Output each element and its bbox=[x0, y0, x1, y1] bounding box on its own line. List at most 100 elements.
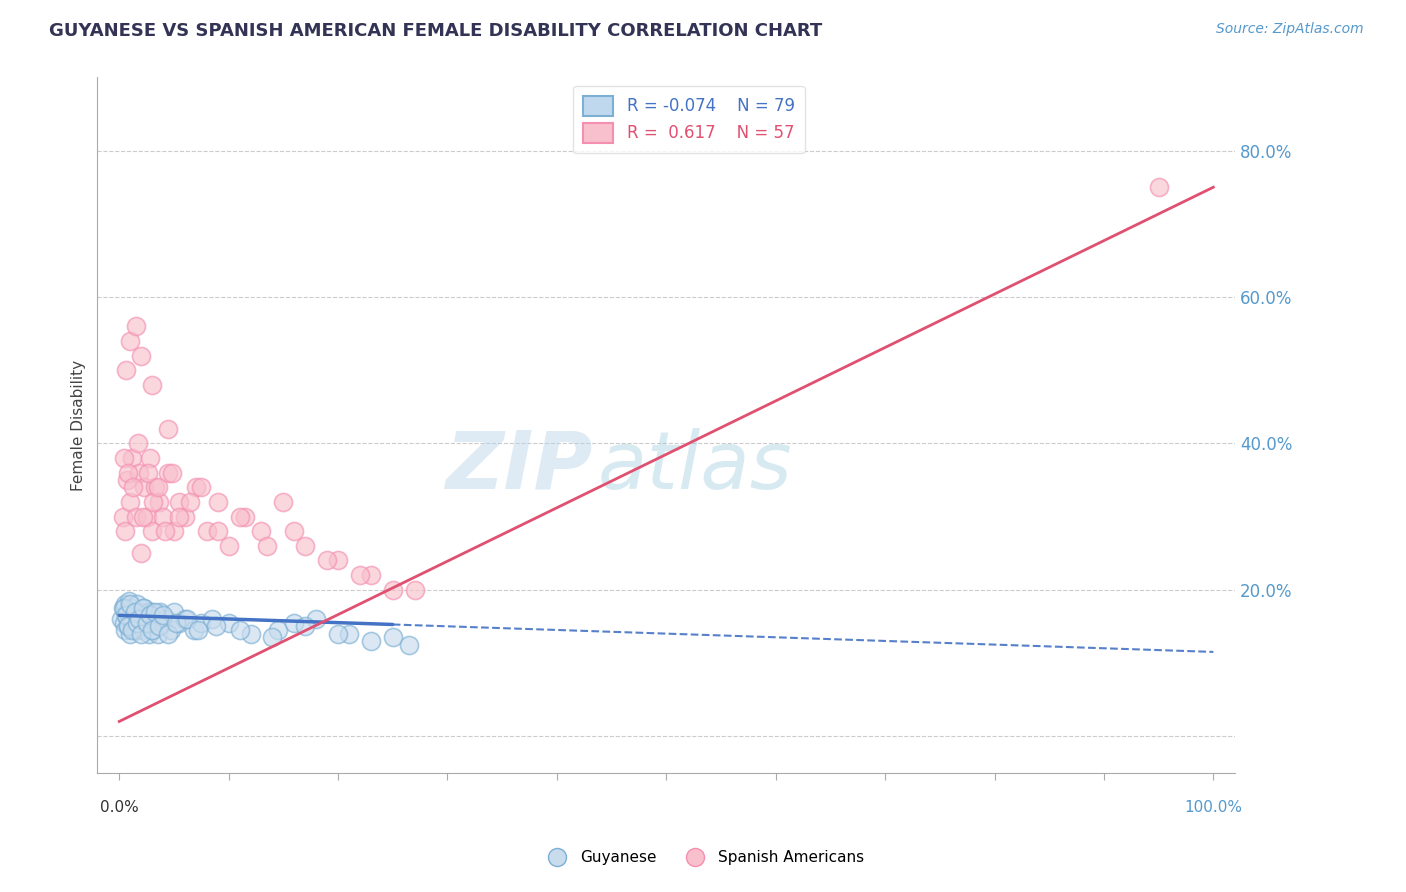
Point bbox=[294, 539, 316, 553]
Point bbox=[141, 605, 163, 619]
Point bbox=[138, 626, 160, 640]
Point bbox=[135, 615, 157, 630]
Point bbox=[283, 524, 305, 538]
Point bbox=[124, 605, 146, 619]
Point bbox=[148, 495, 170, 509]
Point bbox=[256, 539, 278, 553]
Point bbox=[143, 615, 166, 630]
Point bbox=[141, 524, 163, 538]
Point bbox=[135, 509, 157, 524]
Point bbox=[114, 363, 136, 377]
Point bbox=[207, 524, 229, 538]
Point bbox=[157, 626, 180, 640]
Point bbox=[163, 524, 186, 538]
Point bbox=[134, 612, 156, 626]
Point bbox=[169, 495, 191, 509]
Point bbox=[134, 601, 156, 615]
Point bbox=[112, 601, 135, 615]
Text: ZIP: ZIP bbox=[444, 428, 592, 506]
Point bbox=[218, 539, 240, 553]
Point bbox=[129, 546, 152, 560]
Point bbox=[142, 623, 165, 637]
Point bbox=[179, 495, 201, 509]
Point bbox=[187, 623, 209, 637]
Point bbox=[360, 568, 382, 582]
Point bbox=[159, 623, 181, 637]
Point bbox=[207, 495, 229, 509]
Point bbox=[139, 608, 162, 623]
Point bbox=[131, 608, 153, 623]
Point bbox=[114, 608, 136, 623]
Point bbox=[337, 626, 360, 640]
Point bbox=[120, 612, 142, 626]
Point bbox=[112, 450, 135, 465]
Point bbox=[146, 480, 169, 494]
Point bbox=[121, 623, 143, 637]
Point bbox=[132, 623, 155, 637]
Point bbox=[121, 450, 143, 465]
Point bbox=[228, 509, 250, 524]
Point bbox=[152, 509, 174, 524]
Point bbox=[114, 608, 136, 623]
Text: atlas: atlas bbox=[598, 428, 793, 506]
Point bbox=[143, 612, 166, 626]
Point bbox=[128, 608, 150, 623]
Point bbox=[120, 334, 142, 348]
Point bbox=[294, 619, 316, 633]
Point bbox=[121, 615, 143, 630]
Point bbox=[326, 553, 349, 567]
Point bbox=[155, 612, 177, 626]
Point bbox=[120, 626, 142, 640]
Legend: R = -0.074    N = 79, R =  0.617    N = 57: R = -0.074 N = 79, R = 0.617 N = 57 bbox=[574, 86, 804, 153]
Point bbox=[129, 626, 152, 640]
Point bbox=[349, 568, 371, 582]
Point bbox=[129, 605, 152, 619]
Point bbox=[124, 319, 146, 334]
Point bbox=[115, 605, 138, 619]
Point bbox=[273, 495, 295, 509]
Point bbox=[117, 619, 139, 633]
Point bbox=[139, 615, 162, 630]
Point bbox=[148, 619, 170, 633]
Point bbox=[118, 593, 141, 607]
Point bbox=[120, 495, 142, 509]
Point bbox=[173, 509, 195, 524]
Text: GUYANESE VS SPANISH AMERICAN FEMALE DISABILITY CORRELATION CHART: GUYANESE VS SPANISH AMERICAN FEMALE DISA… bbox=[49, 22, 823, 40]
Point bbox=[381, 630, 404, 644]
Text: 0.0%: 0.0% bbox=[100, 799, 139, 814]
Point bbox=[139, 608, 162, 623]
Point bbox=[127, 615, 149, 630]
Point bbox=[110, 612, 132, 626]
Point bbox=[132, 601, 155, 615]
Point bbox=[163, 605, 186, 619]
Point bbox=[153, 524, 176, 538]
Point bbox=[142, 495, 165, 509]
Point bbox=[136, 466, 159, 480]
Point bbox=[201, 612, 224, 626]
Point bbox=[117, 619, 139, 633]
Point bbox=[152, 608, 174, 623]
Point bbox=[114, 598, 136, 612]
Point bbox=[141, 377, 163, 392]
Point bbox=[184, 480, 207, 494]
Point bbox=[122, 612, 145, 626]
Point bbox=[160, 466, 183, 480]
Point bbox=[283, 615, 305, 630]
Point bbox=[381, 582, 404, 597]
Point bbox=[143, 605, 166, 619]
Point bbox=[112, 615, 135, 630]
Point bbox=[404, 582, 426, 597]
Point bbox=[1147, 180, 1170, 194]
Point bbox=[135, 619, 157, 633]
Point bbox=[124, 605, 146, 619]
Point bbox=[152, 615, 174, 630]
Point bbox=[125, 598, 148, 612]
Point bbox=[143, 480, 166, 494]
Point bbox=[127, 436, 149, 450]
Point bbox=[165, 615, 187, 630]
Point bbox=[124, 623, 146, 637]
Legend: Guyanese, Spanish Americans: Guyanese, Spanish Americans bbox=[536, 844, 870, 871]
Point bbox=[190, 615, 212, 630]
Point bbox=[117, 466, 139, 480]
Point bbox=[173, 612, 195, 626]
